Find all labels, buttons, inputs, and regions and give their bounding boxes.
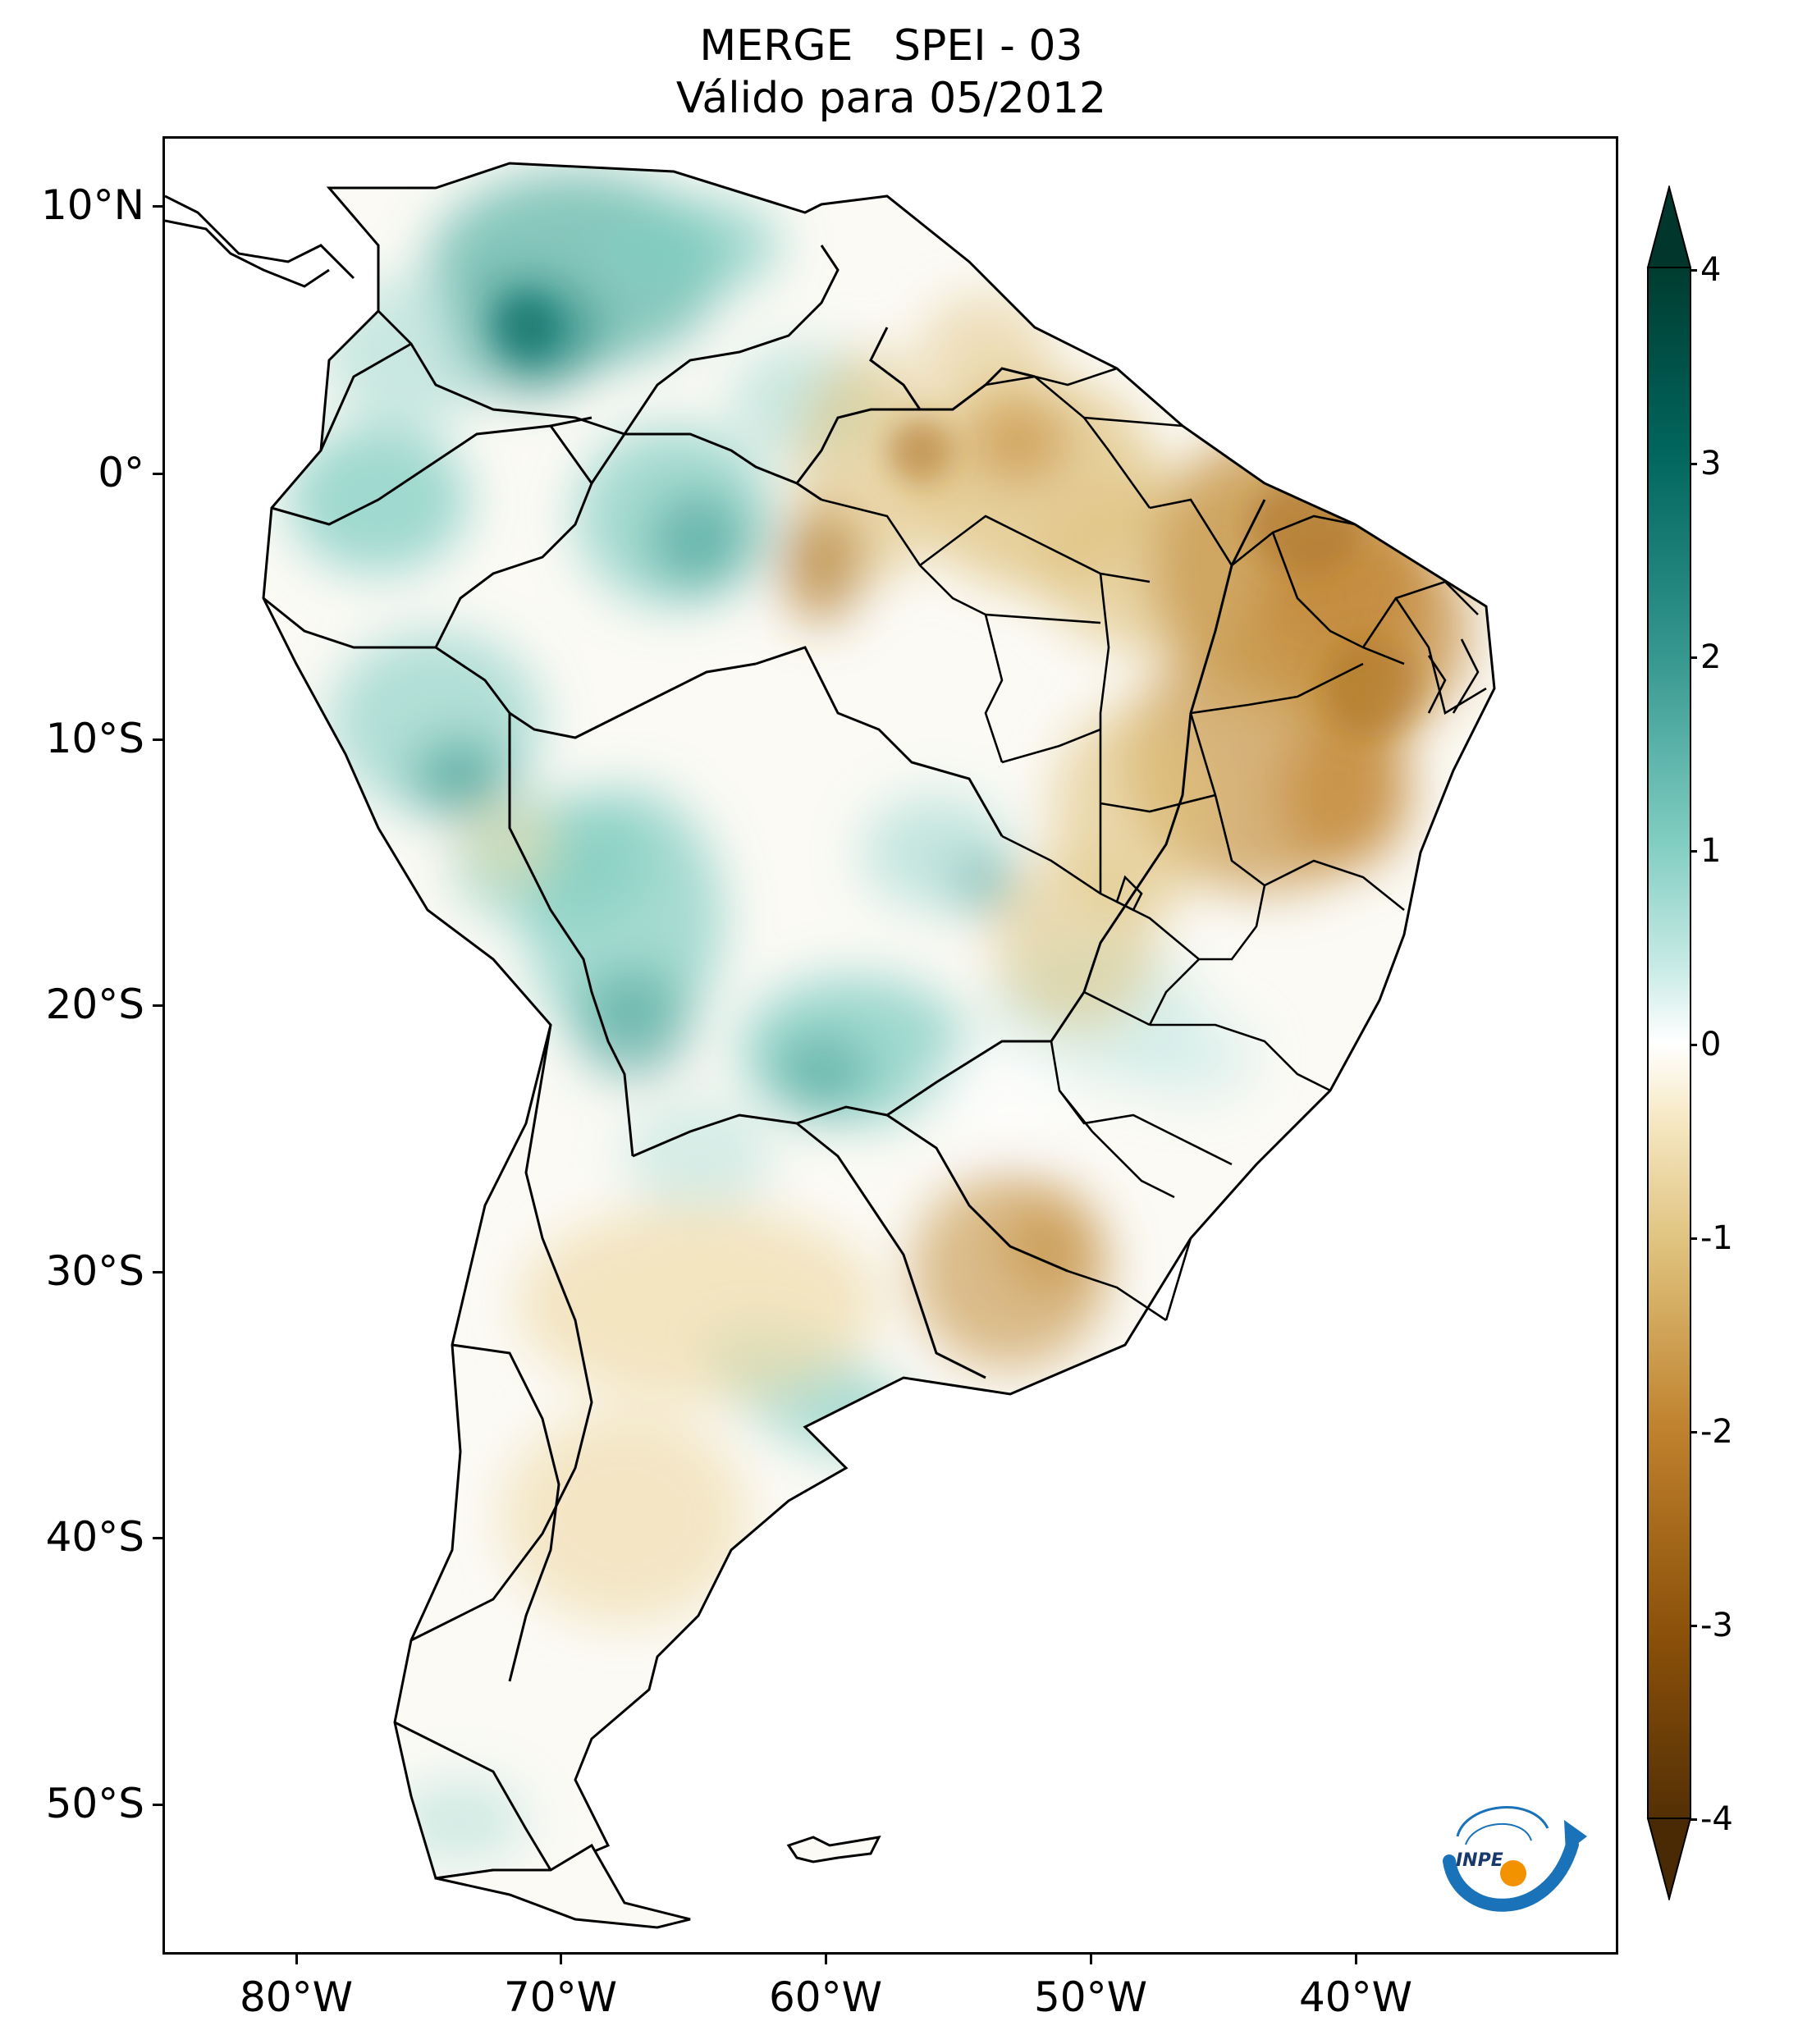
map-panel [162, 136, 1618, 1955]
colorbar-label-neg4: -4 [1700, 1800, 1733, 1838]
colorbar-label-3: 3 [1700, 445, 1722, 482]
coastline [262, 162, 1496, 1880]
colorbar-label-neg3: -3 [1700, 1607, 1733, 1644]
lon-tick [560, 1955, 562, 1964]
colorbar-tick [1690, 1818, 1697, 1821]
lat-label-40s: 40°S [45, 1513, 144, 1561]
colorbar-label-0: 0 [1700, 1026, 1722, 1063]
lat-tick [153, 473, 162, 475]
colorbar-top-extend [1646, 185, 1692, 268]
lon-tick [1355, 1955, 1357, 1964]
lat-tick [153, 1537, 162, 1539]
spei-map [165, 162, 1496, 1929]
lat-tick [153, 738, 162, 741]
colorbar-label-neg2: -2 [1700, 1413, 1733, 1451]
lat-label-50s: 50°S [45, 1780, 144, 1827]
colorbar-label-neg1: -1 [1700, 1219, 1733, 1257]
lat-label-20s: 20°S [45, 981, 144, 1028]
brazil-state-borders [821, 367, 1487, 1322]
lon-tick [1090, 1955, 1092, 1964]
lon-tick [825, 1955, 827, 1964]
colorbar-bottom-extend [1646, 1818, 1692, 1900]
colorbar-tick [1690, 463, 1697, 465]
lon-label-50w: 50°W [1033, 1973, 1148, 2021]
inpe-logo-text: INPE [1456, 1850, 1503, 1871]
lon-tick [295, 1955, 298, 1964]
lon-label-60w: 60°W [768, 1973, 883, 2021]
lat-label-10n: 10°N [40, 181, 144, 229]
lat-tick [153, 1804, 162, 1806]
colorbar-tick [1690, 1625, 1697, 1627]
map-title-line2: Válido para 05/2012 [675, 74, 1107, 123]
lat-label-30s: 30°S [45, 1247, 144, 1295]
lon-label-70w: 70°W [503, 1973, 618, 2021]
lon-label-40w: 40°W [1298, 1973, 1413, 2021]
tierra-del-fuego-outline [435, 1843, 691, 1929]
colorbar-tick [1690, 656, 1697, 659]
colorbar-tick [1690, 1431, 1697, 1434]
lat-tick [153, 1004, 162, 1007]
inpe-logo: INPE [1443, 1806, 1587, 1912]
colorbar-tick [1690, 850, 1697, 853]
lon-label-80w: 80°W [239, 1973, 354, 2021]
colorbar-label-4: 4 [1700, 251, 1722, 289]
central-america-outline [165, 194, 355, 288]
colorbar-tick [1690, 1044, 1697, 1046]
colorbar-tick [1690, 1237, 1697, 1240]
falklands-outline [786, 1836, 881, 1863]
colorbar-tick [1690, 269, 1697, 272]
map-title-line1: MERGE SPEI - 03 [699, 21, 1083, 71]
colorbar-label-2: 2 [1700, 638, 1722, 676]
colorbar [1646, 185, 1692, 1900]
colorbar-label-1: 1 [1700, 832, 1722, 870]
lat-tick [153, 1271, 162, 1273]
lat-tick [153, 205, 162, 208]
lat-label-0: 0° [98, 449, 144, 496]
lat-label-10s: 10°S [45, 715, 144, 762]
colorbar-body [1647, 267, 1691, 1819]
